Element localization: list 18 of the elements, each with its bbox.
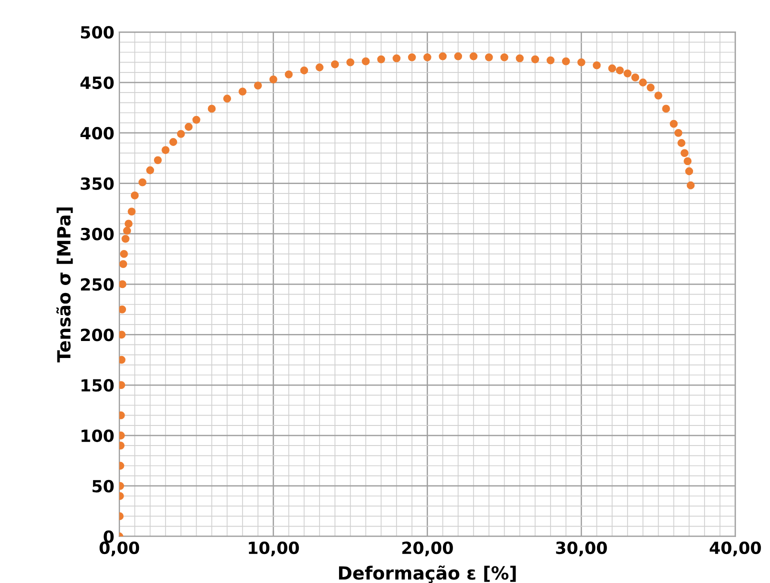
y-tick-label: 150	[82, 379, 114, 392]
y-tick-label: 50	[92, 480, 114, 492]
x-axis-title: Deformação ε [%]	[339, 565, 516, 583]
y-tick-label: 400	[80, 126, 114, 140]
y-tick-label: 500	[80, 26, 114, 39]
y-tick-label: 0	[104, 530, 114, 543]
x-tick-label: 40,00	[710, 542, 761, 556]
y-tick-label: 300	[80, 228, 114, 240]
y-axis-title: Tensão σ [MPa]	[56, 208, 73, 362]
x-tick-label: 0,00	[100, 542, 140, 556]
x-tick-label: 30,00	[556, 542, 607, 556]
x-tick-label: 20,00	[402, 542, 453, 556]
y-tick-label: 250	[81, 278, 114, 291]
y-tick-label: 100	[82, 429, 114, 442]
y-tick-label: 450	[80, 76, 114, 90]
y-tick-label: 200	[81, 328, 114, 342]
x-tick-label: 10,00	[248, 542, 299, 556]
y-tick-label: 350	[80, 177, 114, 190]
